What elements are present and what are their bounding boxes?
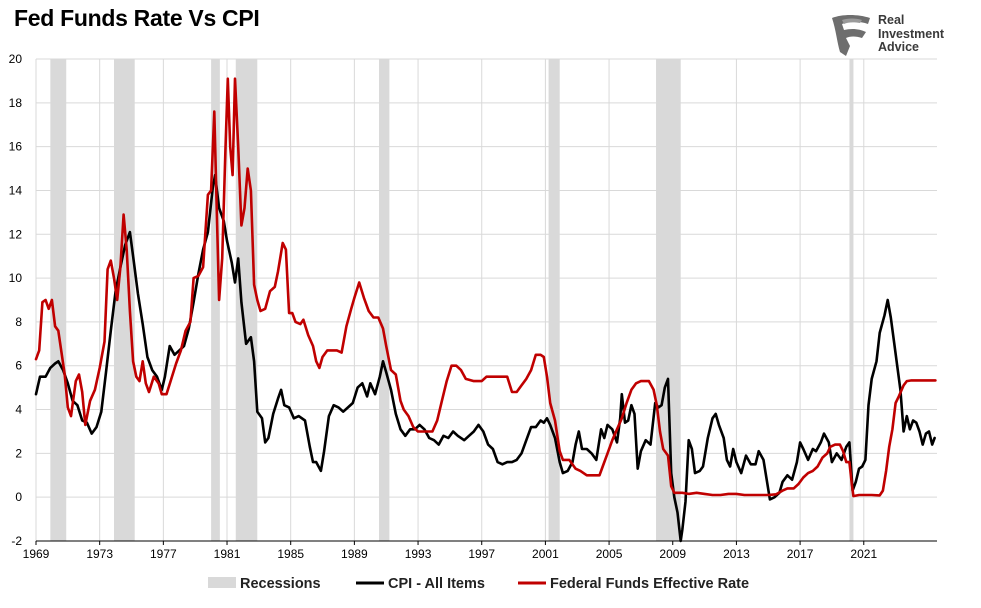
series-layer: [34, 77, 937, 543]
x-tick-label: 1973: [86, 547, 113, 561]
logo: Real Investment Advice: [828, 12, 968, 58]
x-tick-label: 1981: [214, 547, 241, 561]
recession-band: [211, 59, 220, 541]
legend-label: Recessions: [240, 576, 321, 592]
recession-band: [235, 59, 258, 541]
x-tick-label: 2021: [850, 547, 877, 561]
x-tick-label: 2009: [659, 547, 686, 561]
recession-band: [379, 59, 390, 541]
y-tick-label: 0: [15, 490, 22, 504]
grid-layer: [35, 58, 937, 542]
recession-band: [548, 59, 560, 541]
fed-funds-line: [34, 77, 937, 498]
y-tick-label: 12: [9, 227, 23, 241]
x-tick-label: 2005: [596, 547, 623, 561]
y-tick-label: 14: [9, 183, 23, 197]
logo-text-line-1: Real: [878, 13, 905, 27]
legend-swatch-recessions: [208, 577, 236, 588]
x-tick-label: 2017: [787, 547, 814, 561]
legend: Recessions CPI - All Items Federal Funds E…: [208, 576, 749, 592]
x-tick-label: 1993: [405, 547, 432, 561]
y-tick-label: 16: [9, 140, 23, 154]
x-tick-label: 1977: [150, 547, 177, 561]
y-tick-label: 10: [9, 271, 23, 285]
recession-band: [849, 59, 854, 541]
chart-title: Fed Funds Rate Vs CPI: [14, 5, 260, 31]
x-tick-label: 1989: [341, 547, 368, 561]
y-tick-label: 20: [9, 52, 23, 66]
y-tick-label: 4: [15, 403, 22, 417]
recession-band: [50, 59, 67, 541]
lion-logo-icon: [832, 15, 870, 56]
legend-label: CPI - All Items: [388, 576, 485, 592]
y-tick-label: 8: [15, 315, 22, 329]
y-tick-label: -2: [11, 534, 22, 548]
axis-layer: -2 0 2 4 6 8 10 12 14 16 18 20 1969 1973 1977 1981 1985 1…: [9, 52, 937, 561]
logo-text-line-2: Investment: [878, 26, 944, 41]
recession-band: [114, 59, 135, 541]
y-tick-label: 6: [15, 359, 22, 373]
recession-layer: [50, 59, 854, 541]
y-tick-label: 18: [9, 96, 23, 110]
x-tick-label: 2013: [723, 547, 750, 561]
x-tick-label: 2001: [532, 547, 559, 561]
legend-label: Federal Funds Effective Rate: [550, 576, 749, 592]
y-tick-label: 2: [15, 446, 22, 460]
x-tick-label: 1985: [277, 547, 304, 561]
x-tick-label: 1969: [23, 547, 50, 561]
logo-text-line-3: Advice: [878, 40, 919, 54]
x-tick-label: 1997: [468, 547, 495, 561]
